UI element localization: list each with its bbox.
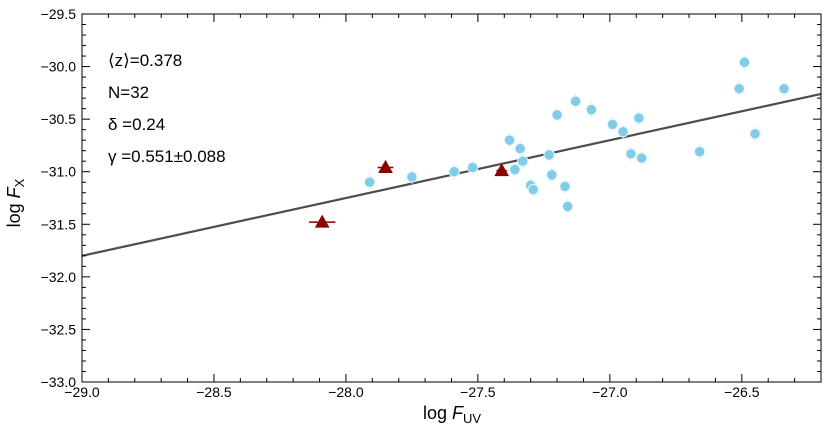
data-point-circle bbox=[635, 152, 648, 164]
x-tick-label: −29.0 bbox=[64, 384, 100, 400]
annotation-count: N=32 bbox=[108, 83, 149, 102]
data-point-circle bbox=[733, 82, 745, 95]
chart-marks bbox=[81, 55, 822, 257]
data-point-circle bbox=[633, 112, 645, 124]
data-point-circle bbox=[569, 95, 582, 107]
data-point-circle bbox=[546, 169, 558, 181]
data-point-circle bbox=[509, 163, 521, 176]
data-point-circle bbox=[625, 148, 637, 160]
data-point-circle bbox=[749, 128, 761, 140]
axis-ticks: −29.0 −28.5 −28.0 −27.5 −27.0 −26.5 −33.0 −32.5… bbox=[41, 6, 822, 400]
y-tick-label: −29.5 bbox=[41, 6, 77, 22]
annotation-gamma: γ =0.551±0.088 bbox=[108, 147, 226, 166]
data-point-circle bbox=[514, 142, 526, 155]
data-point-triangle bbox=[494, 163, 510, 177]
y-tick-label: −30.5 bbox=[41, 111, 77, 127]
data-point-circle bbox=[561, 200, 574, 213]
data-point-circle bbox=[778, 82, 790, 95]
y-axis-label: log FX bbox=[4, 178, 27, 227]
data-point-circle bbox=[466, 161, 479, 174]
data-point-circle bbox=[543, 149, 555, 161]
y-tick-label: −30.0 bbox=[41, 59, 77, 75]
y-axis-label-sub: X bbox=[12, 178, 27, 187]
data-point-triangle bbox=[378, 159, 393, 173]
data-point-circle bbox=[448, 166, 460, 178]
data-point-circle bbox=[406, 171, 418, 183]
x-tick-label: −27.5 bbox=[460, 384, 496, 400]
x-tick-label: −27.0 bbox=[592, 384, 628, 400]
x-tick-label: −28.5 bbox=[196, 384, 232, 400]
y-tick-label: −31.5 bbox=[41, 216, 77, 232]
x-tick-label: −28.0 bbox=[328, 384, 364, 400]
annotation-delta: δ =0.24 bbox=[108, 115, 165, 134]
data-point-triangle bbox=[314, 214, 330, 228]
data-point-circle bbox=[363, 176, 376, 188]
data-point-circle bbox=[585, 103, 598, 116]
x-axis-label-sub: UV bbox=[463, 411, 481, 426]
data-point-circle bbox=[738, 56, 751, 69]
data-point-circle bbox=[693, 146, 706, 158]
y-tick-label: −32.5 bbox=[41, 321, 77, 337]
annotation-mean-redshift: ⟨z⟩=0.378 bbox=[108, 51, 182, 70]
data-point-circle bbox=[517, 155, 529, 167]
data-point-circle bbox=[606, 118, 619, 131]
data-point-circle bbox=[503, 134, 516, 146]
y-tick-label: −31.0 bbox=[41, 164, 77, 180]
y-tick-label: −32.0 bbox=[41, 269, 77, 285]
data-point-circle bbox=[559, 180, 571, 193]
x-tick-label: −26.5 bbox=[724, 384, 760, 400]
plot-frame bbox=[81, 13, 822, 383]
y-tick-label: −33.0 bbox=[41, 374, 77, 390]
data-point-circle bbox=[527, 183, 540, 196]
data-point-circle bbox=[617, 126, 629, 138]
data-point-circle bbox=[551, 109, 563, 121]
x-axis-label: log FUV bbox=[423, 403, 481, 426]
